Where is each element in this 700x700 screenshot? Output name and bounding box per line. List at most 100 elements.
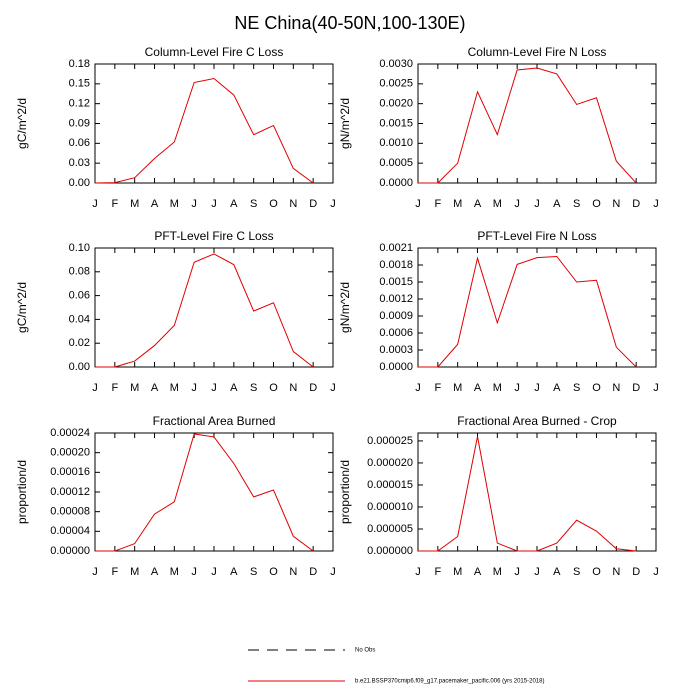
x-tick-label: A [553, 566, 561, 578]
y-axis-label: gC/m^2/d [15, 98, 29, 149]
x-tick-label: N [612, 382, 620, 394]
x-tick-label: J [330, 566, 336, 578]
x-tick-label: D [632, 198, 640, 210]
y-tick-label: 0.0015 [379, 117, 413, 129]
x-tick-label: J [92, 382, 98, 394]
y-tick-label: 0.0030 [379, 58, 413, 70]
x-tick-label: J [514, 198, 520, 210]
x-tick-label: J [653, 566, 659, 578]
data-line [418, 436, 637, 552]
x-tick-label: J [534, 382, 540, 394]
x-tick-label: O [269, 566, 278, 578]
x-tick-label: M [453, 382, 462, 394]
x-tick-label: N [289, 382, 297, 394]
y-tick-label: 0.09 [69, 117, 90, 129]
panel-title: Column-Level Fire N Loss [468, 45, 607, 59]
x-tick-label: J [534, 198, 540, 210]
x-tick-label: M [170, 566, 179, 578]
y-tick-label: 0.0021 [379, 242, 413, 254]
x-tick-label: J [92, 198, 98, 210]
y-tick-label: 0.03 [69, 157, 90, 169]
x-tick-label: J [514, 566, 520, 578]
panel-title: Column-Level Fire C Loss [145, 45, 284, 59]
legend-label: b.e21.BSSP370cmip6.f09_g17.pacemaker_pac… [355, 679, 544, 685]
y-tick-label: 0.00 [69, 361, 90, 373]
y-tick-label: 0.02 [69, 337, 90, 349]
x-tick-label: S [573, 566, 580, 578]
panel-title: PFT-Level Fire C Loss [154, 229, 273, 243]
legend-label: No Obs [355, 648, 375, 654]
x-tick-label: J [211, 382, 217, 394]
x-tick-label: F [111, 382, 118, 394]
x-tick-label: N [289, 566, 297, 578]
y-tick-label: 0.0000 [379, 361, 413, 373]
y-axis-label: gC/m^2/d [15, 282, 29, 333]
x-tick-label: J [534, 566, 540, 578]
y-axis-label: proportion/d [15, 460, 29, 524]
x-tick-label: J [653, 198, 659, 210]
y-tick-label: 0.00020 [50, 447, 90, 459]
x-tick-label: S [573, 198, 580, 210]
x-tick-label: J [191, 198, 197, 210]
x-tick-label: M [493, 566, 502, 578]
x-tick-label: M [130, 382, 139, 394]
x-tick-label: A [553, 382, 561, 394]
x-tick-label: F [111, 198, 118, 210]
y-tick-label: 0.000025 [367, 435, 413, 447]
y-tick-label: 0.0009 [379, 310, 413, 322]
x-tick-label: J [211, 198, 217, 210]
x-tick-label: J [211, 566, 217, 578]
x-tick-label: M [170, 198, 179, 210]
data-line [418, 67, 637, 184]
panel-title: Fractional Area Burned [153, 414, 276, 428]
y-tick-label: 0.0005 [379, 157, 413, 169]
y-axis-label: gN/m^2/d [338, 98, 352, 149]
x-tick-label: N [612, 566, 620, 578]
y-tick-label: 0.10 [69, 242, 90, 254]
x-tick-label: A [151, 566, 159, 578]
x-tick-label: O [592, 382, 601, 394]
x-tick-label: M [493, 198, 502, 210]
y-tick-label: 0.06 [69, 290, 90, 302]
x-tick-label: F [434, 566, 441, 578]
x-tick-label: D [632, 382, 640, 394]
figure-title: NE China(40-50N,100-130E) [234, 13, 465, 33]
data-line [418, 255, 637, 368]
x-tick-label: A [474, 198, 482, 210]
x-tick-label: S [250, 198, 257, 210]
x-tick-label: O [269, 198, 278, 210]
x-tick-label: A [230, 198, 238, 210]
x-tick-label: S [573, 382, 580, 394]
x-tick-label: J [191, 382, 197, 394]
x-tick-label: M [130, 566, 139, 578]
x-tick-label: J [191, 566, 197, 578]
x-tick-label: A [230, 382, 238, 394]
x-tick-label: N [612, 198, 620, 210]
y-tick-label: 0.0000 [379, 177, 413, 189]
x-tick-label: J [415, 198, 421, 210]
x-tick-label: F [111, 566, 118, 578]
x-tick-label: D [309, 198, 317, 210]
x-tick-label: A [553, 198, 561, 210]
x-tick-label: J [330, 198, 336, 210]
y-tick-label: 0.000020 [367, 457, 413, 469]
y-tick-label: 0.000010 [367, 501, 413, 513]
x-tick-label: S [250, 382, 257, 394]
y-tick-label: 0.0018 [379, 259, 413, 271]
y-tick-label: 0.06 [69, 137, 90, 149]
y-tick-label: 0.0010 [379, 137, 413, 149]
y-tick-label: 0.0020 [379, 98, 413, 110]
data-line [94, 78, 314, 184]
x-tick-label: A [474, 382, 482, 394]
y-tick-label: 0.000005 [367, 523, 413, 535]
x-tick-label: O [269, 382, 278, 394]
y-axis-label: gN/m^2/d [338, 282, 352, 333]
y-tick-label: 0.00 [69, 177, 90, 189]
panel-title: Fractional Area Burned - Crop [457, 414, 617, 428]
y-tick-label: 0.0006 [379, 327, 413, 339]
x-tick-label: J [653, 382, 659, 394]
x-tick-label: D [309, 566, 317, 578]
y-axis-label: proportion/d [338, 460, 352, 524]
y-tick-label: 0.00012 [50, 486, 90, 498]
